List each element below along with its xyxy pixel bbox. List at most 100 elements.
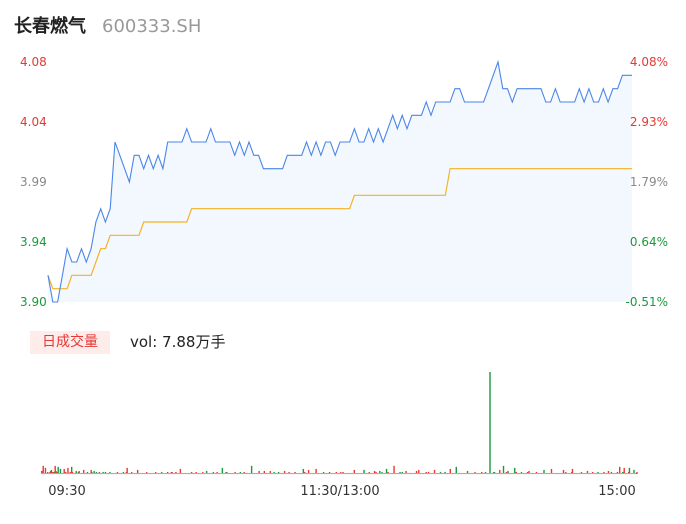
- volume-bar: [460, 472, 463, 474]
- volume-bar: [375, 471, 377, 474]
- volume-bar: [586, 470, 589, 474]
- volume-bar: [110, 472, 113, 474]
- volume-bar: [227, 472, 230, 474]
- pct-tick-label: 1.79%: [630, 175, 668, 189]
- volume-bar: [464, 472, 466, 474]
- volume-bar: [206, 472, 209, 474]
- volume-bar: [493, 471, 496, 474]
- volume-bar: [397, 472, 399, 474]
- volume-bar: [279, 472, 281, 474]
- volume-bar: [135, 472, 137, 474]
- volume-bar: [79, 472, 82, 474]
- volume-bar: [275, 472, 278, 474]
- volume-bar: [205, 472, 207, 474]
- volume-bar: [604, 472, 606, 474]
- volume-bar: [144, 472, 146, 474]
- price-tick-label: 3.90: [20, 295, 47, 309]
- volume-bar: [94, 472, 97, 474]
- volume-bar: [498, 472, 500, 474]
- volume-bar: [91, 471, 93, 474]
- volume-bar: [243, 471, 245, 474]
- volume-bar: [258, 470, 260, 474]
- volume-bar: [409, 472, 411, 474]
- volume-bar: [431, 472, 433, 474]
- volume-bar: [202, 472, 205, 474]
- volume-bar: [106, 472, 108, 474]
- volume-bar: [420, 472, 422, 474]
- volume-bar: [212, 471, 215, 474]
- volume-bar: [502, 465, 505, 474]
- volume-bar: [66, 472, 68, 474]
- volume-bar: [598, 472, 600, 474]
- volume-bar: [578, 472, 580, 474]
- volume-bar: [77, 471, 80, 474]
- volume-bar: [330, 472, 332, 474]
- volume-bar: [364, 472, 366, 474]
- volume-bar: [406, 472, 409, 474]
- volume-bar: [293, 472, 296, 474]
- time-tick-label: 15:00: [598, 484, 635, 499]
- volume-bar: [484, 472, 486, 474]
- price-area: [48, 62, 632, 302]
- time-tick-label: 11:30/13:00: [300, 484, 379, 499]
- volume-bar: [397, 472, 400, 474]
- volume-bar: [103, 472, 106, 474]
- volume-bar: [177, 472, 179, 474]
- volume-bar: [152, 472, 155, 474]
- volume-bar: [625, 472, 627, 474]
- volume-text: vol: 7.88万手: [130, 333, 226, 351]
- volume-bar: [68, 472, 71, 474]
- volume-bar: [568, 472, 571, 474]
- volume-bar: [194, 472, 197, 474]
- volume-bar: [190, 471, 193, 474]
- volume-bar: [182, 472, 185, 474]
- volume-bar: [205, 470, 208, 474]
- volume-bar: [351, 472, 353, 474]
- volume-bar: [62, 472, 65, 474]
- price-tick-label: 4.08: [20, 55, 47, 69]
- volume-bar: [435, 472, 437, 474]
- volume-bar: [577, 472, 579, 474]
- volume-bar: [391, 472, 394, 474]
- volume-bar: [362, 472, 365, 474]
- volume-bar: [326, 472, 329, 474]
- volume-bar: [586, 472, 588, 474]
- volume-bar: [286, 472, 288, 474]
- volume-bar: [74, 472, 77, 474]
- volume-bar: [458, 472, 460, 474]
- volume-bar: [228, 472, 230, 474]
- volume-bar: [280, 472, 283, 474]
- volume-bar: [129, 472, 131, 474]
- volume-bar: [82, 472, 84, 474]
- volume-bar: [393, 465, 395, 474]
- volume-bar: [433, 472, 435, 474]
- volume-bar: [356, 472, 359, 474]
- volume-bar: [452, 472, 454, 474]
- volume-bar: [609, 472, 611, 474]
- volume-bar: [346, 472, 348, 474]
- volume-bar: [363, 469, 365, 474]
- volume-bar: [467, 472, 469, 474]
- volume-bar: [323, 472, 326, 474]
- volume-bar: [90, 469, 92, 474]
- volume-bar: [278, 472, 281, 474]
- volume-bar: [494, 472, 496, 474]
- volume-bar: [433, 469, 436, 474]
- volume-bar: [495, 472, 497, 474]
- volume-bar: [160, 471, 163, 474]
- volume-bar: [522, 472, 524, 474]
- volume-bar: [357, 472, 359, 474]
- volume-bar: [93, 470, 95, 474]
- volume-bar: [355, 472, 357, 474]
- volume-bar: [103, 472, 105, 474]
- volume-bar: [392, 472, 394, 474]
- volume-bar: [59, 468, 62, 474]
- volume-bar: [76, 472, 78, 474]
- volume-bar: [259, 472, 262, 474]
- volume-bar: [80, 472, 83, 474]
- volume-bar: [211, 472, 213, 474]
- volume-bar: [109, 471, 111, 474]
- volume-bar: [149, 472, 152, 474]
- volume-bar: [102, 471, 104, 474]
- volume-bar: [160, 472, 162, 474]
